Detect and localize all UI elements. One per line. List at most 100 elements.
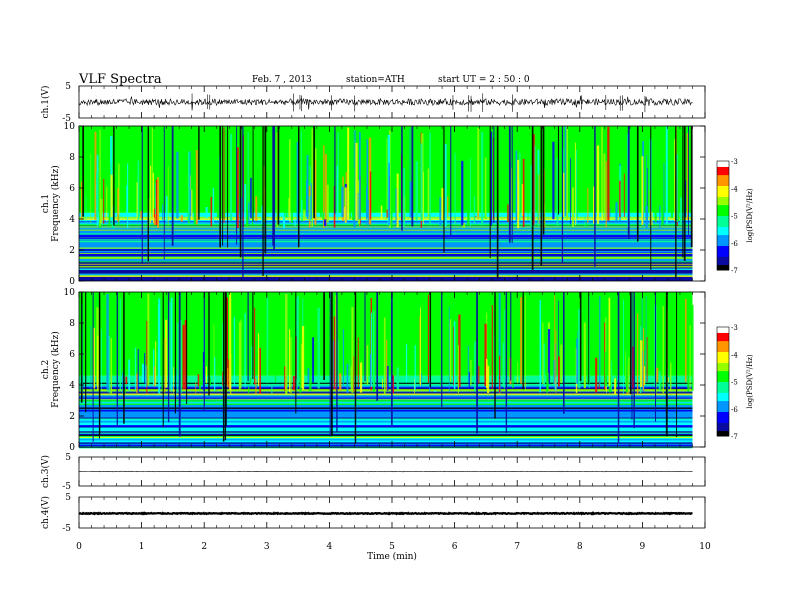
spectrogram-streak bbox=[79, 432, 693, 434]
spectrogram-dark-line bbox=[489, 126, 491, 259]
x-tick-label: 10 bbox=[699, 542, 711, 552]
spectrogram-column bbox=[603, 153, 606, 220]
spectrogram-column bbox=[537, 174, 539, 227]
spectrogram-streak bbox=[79, 226, 693, 229]
spectrogram-column bbox=[193, 160, 196, 225]
spectrogram-column bbox=[474, 216, 477, 217]
spectrogram-column bbox=[547, 329, 551, 385]
spectrogram-dark-line bbox=[443, 126, 445, 253]
spectrogram-column bbox=[473, 196, 476, 223]
spectrogram-column bbox=[296, 141, 299, 224]
spectrogram-column bbox=[337, 132, 339, 217]
spectrogram-column bbox=[623, 299, 624, 394]
spectrogram-column bbox=[110, 337, 113, 395]
spectrogram-column bbox=[190, 189, 192, 217]
spectrogram-column bbox=[593, 186, 595, 224]
spectrogram-column bbox=[519, 152, 521, 221]
spectrogram-column bbox=[649, 190, 651, 226]
spectrogram-column bbox=[645, 295, 647, 383]
spectrogram-streak bbox=[79, 417, 693, 420]
spectrogram-dark-line bbox=[92, 292, 94, 442]
spectrogram-column bbox=[214, 356, 216, 391]
spectrogram-column bbox=[125, 376, 128, 385]
spectrogram-dark-line bbox=[208, 292, 210, 396]
spectrogram-streak bbox=[79, 442, 693, 445]
spectrogram-column bbox=[301, 326, 305, 390]
spectrogram-column bbox=[317, 307, 320, 389]
spectrogram-column bbox=[119, 298, 121, 391]
spectrogram-column bbox=[153, 349, 155, 386]
spectrogram-dark-line bbox=[531, 126, 534, 270]
spectrogram-column bbox=[254, 307, 256, 385]
spectrogram-column bbox=[177, 322, 179, 393]
spectrogram-column bbox=[154, 183, 156, 222]
spectrogram-dark-line bbox=[174, 292, 177, 414]
spectrogram-column bbox=[98, 214, 100, 224]
spectrogram-column bbox=[343, 206, 346, 219]
spectrogram-column bbox=[487, 365, 490, 394]
spectrogram-column bbox=[93, 327, 96, 389]
spectrogram-column bbox=[429, 132, 431, 226]
spectrogram-dark-line bbox=[313, 126, 315, 219]
spectrogram-streak bbox=[79, 401, 693, 403]
spectrogram-column bbox=[97, 335, 99, 390]
spectrogram-column bbox=[213, 323, 215, 386]
spectrogram-dark-line bbox=[505, 292, 508, 433]
spectrogram-column bbox=[126, 185, 128, 217]
colorbar-label: log(PSD(V²/Hz) bbox=[746, 188, 754, 243]
spectrogram-column bbox=[474, 341, 476, 392]
spectrogram-streak bbox=[79, 420, 693, 423]
spectrogram-streak bbox=[79, 387, 693, 389]
colorbar-cell bbox=[717, 248, 729, 252]
spectrogram-column bbox=[301, 200, 303, 220]
spectrogram-dark-line bbox=[557, 126, 560, 215]
spectrogram-streak bbox=[79, 253, 693, 256]
spectrogram-column bbox=[477, 210, 479, 220]
spectrogram-dark-line bbox=[429, 292, 432, 388]
spectrogram-column bbox=[173, 367, 174, 393]
spectrogram-column bbox=[90, 153, 92, 224]
spectrogram-dark-line bbox=[167, 292, 170, 423]
y-tick-label: 10 bbox=[64, 122, 76, 132]
spectrogram-dark-line bbox=[242, 126, 244, 281]
spectrogram-column bbox=[91, 388, 93, 391]
spectrogram-column bbox=[350, 366, 352, 390]
spectrogram-dark-line bbox=[224, 292, 227, 441]
y-tick-label: -5 bbox=[62, 482, 71, 492]
spectrogram-column bbox=[484, 323, 487, 387]
spectrogram-column bbox=[276, 132, 278, 228]
spectrogram-column bbox=[153, 214, 156, 226]
spectrogram-dark-line bbox=[264, 126, 267, 254]
spectrogram-column bbox=[357, 337, 359, 387]
spectrogram-dark-line bbox=[588, 292, 590, 385]
x-tick-label: 8 bbox=[577, 542, 583, 552]
colorbar-tick-label: -3 bbox=[731, 324, 738, 332]
spectrogram-column bbox=[182, 324, 185, 390]
spectrogram-streak bbox=[79, 425, 693, 427]
spectrogram-streak bbox=[79, 258, 693, 260]
spectrogram-column bbox=[106, 186, 108, 223]
spectrogram-column bbox=[339, 373, 342, 391]
colorbar-cell bbox=[717, 204, 729, 208]
spectrogram-column bbox=[355, 142, 358, 221]
spectrogram-column bbox=[453, 326, 454, 386]
spectrogram-streak bbox=[79, 397, 693, 399]
spectrogram-column bbox=[81, 181, 83, 221]
spectrogram-column bbox=[246, 210, 249, 227]
spectrogram-column bbox=[623, 173, 625, 218]
colorbar-cell bbox=[717, 207, 729, 211]
spectrogram-streak bbox=[79, 410, 693, 412]
colorbar-cell bbox=[717, 362, 729, 366]
spectrogram-dark-line bbox=[273, 126, 275, 251]
spectrogram-column bbox=[440, 300, 442, 387]
colorbar-cell bbox=[717, 427, 729, 432]
spectrogram-streak bbox=[79, 235, 693, 238]
spectrogram-column bbox=[326, 184, 329, 223]
colorbar-label: log(PSD(V²/Hz) bbox=[746, 354, 754, 409]
spectrogram-column bbox=[324, 154, 327, 226]
spectrogram-column bbox=[596, 145, 600, 224]
spectrogram-column bbox=[670, 159, 674, 218]
spectrogram-column bbox=[274, 293, 277, 383]
spectrogram-column bbox=[507, 204, 509, 223]
spectrogram-column bbox=[299, 332, 302, 393]
